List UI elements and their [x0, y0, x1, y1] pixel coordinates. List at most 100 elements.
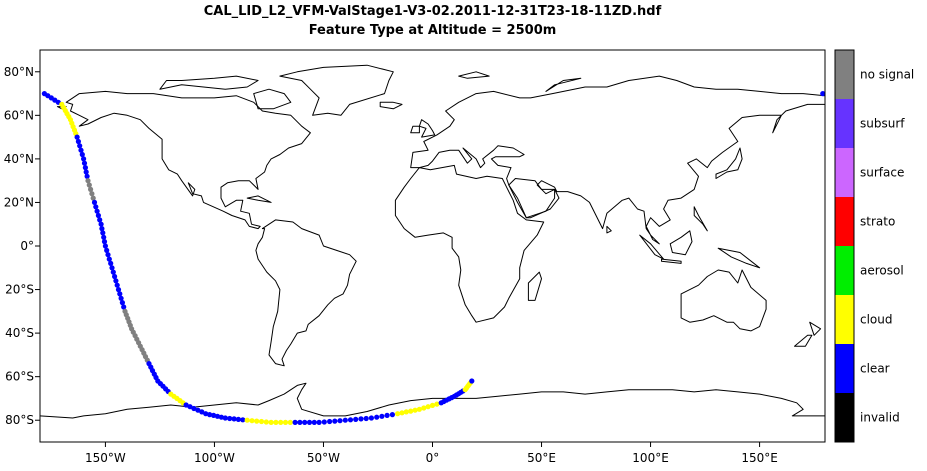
- indonesia-java-outline: [661, 258, 682, 264]
- x-tick-label: 100°E: [632, 451, 669, 465]
- track-point: [90, 195, 96, 201]
- track-point: [408, 408, 414, 414]
- track-point: [227, 415, 233, 422]
- legend-label: subsurf: [860, 117, 905, 131]
- x-tick-label: 50°E: [527, 451, 556, 465]
- track-point: [110, 269, 116, 275]
- ireland-outline: [410, 125, 420, 134]
- track-point: [101, 234, 107, 240]
- track-point: [85, 178, 91, 184]
- track-point: [282, 419, 289, 425]
- track-point: [119, 300, 125, 306]
- new-zealand-outline: [794, 334, 813, 347]
- satellite-track: [41, 91, 826, 425]
- track-point: [77, 143, 83, 149]
- x-tick-label: 100°W: [194, 451, 235, 465]
- y-tick-label: 80°N: [4, 65, 34, 79]
- novaya-zemlya-outline: [545, 77, 582, 92]
- madagascar-outline: [527, 271, 542, 301]
- legend-label: invalid: [860, 411, 900, 425]
- track-point: [302, 419, 308, 425]
- x-axis: 150°W 100°W 50°W 0° 50°E 100°E 150°E: [85, 442, 778, 465]
- uk-outline: [418, 119, 436, 138]
- track-point: [311, 419, 317, 425]
- track-point: [358, 416, 364, 422]
- track-point: [93, 204, 99, 210]
- y-tick-label: 20°S: [5, 283, 34, 297]
- x-tick-label: 150°W: [85, 451, 126, 465]
- track-point: [263, 419, 269, 425]
- map-subtitle: Feature Type at Altitude = 2500m: [308, 23, 557, 38]
- track-point: [820, 91, 826, 97]
- map-title: CAL_LID_L2_VFM-ValStage1-V3-02.2011-12-3…: [203, 4, 662, 19]
- y-axis: 80°N 60°N 40°N 20°N 0° 20°S 40°S 60°S 80°S: [4, 65, 40, 427]
- track-point: [89, 191, 95, 197]
- legend-label: strato: [860, 215, 895, 229]
- track-point: [113, 278, 119, 284]
- track-point: [363, 415, 369, 422]
- cuba-outline: [246, 195, 272, 203]
- track-point: [469, 378, 475, 384]
- track-point: [273, 419, 279, 425]
- legend-swatch: [835, 99, 854, 148]
- track-point: [191, 405, 197, 412]
- y-tick-label: 0°: [20, 239, 34, 253]
- track-point: [100, 230, 106, 236]
- track-point: [249, 418, 255, 424]
- track-point: [399, 410, 405, 416]
- arabia-outline: [508, 178, 556, 219]
- philippines-outline: [693, 206, 708, 232]
- track-point: [297, 419, 303, 425]
- track-point: [374, 414, 380, 420]
- legend-swatch: [835, 246, 854, 295]
- track-point: [91, 199, 98, 205]
- legend-label: aerosol: [860, 264, 904, 278]
- track-point: [117, 291, 123, 297]
- y-tick-label: 60°S: [5, 370, 34, 384]
- track-point: [421, 405, 427, 411]
- track-point: [306, 419, 313, 425]
- track-point: [112, 273, 118, 280]
- track-point: [199, 409, 205, 415]
- track-point: [240, 417, 246, 423]
- track-point: [368, 415, 374, 421]
- track-point: [278, 419, 284, 425]
- track-point: [106, 256, 112, 262]
- x-tick-label: 50°W: [307, 451, 340, 465]
- legend-swatch: [835, 50, 854, 99]
- sri-lanka-outline: [606, 225, 612, 234]
- svalbard-outline: [458, 71, 490, 79]
- track-point: [203, 411, 209, 417]
- africa-outline: [394, 164, 545, 323]
- legend-swatch: [835, 344, 854, 393]
- australia-outline: [680, 269, 767, 332]
- track-point: [316, 419, 322, 425]
- track-point: [109, 265, 115, 271]
- track-point: [395, 411, 401, 417]
- track-point: [74, 134, 80, 140]
- track-point: [83, 169, 89, 175]
- track-point: [75, 138, 81, 145]
- track-point: [429, 402, 436, 408]
- legend-swatch: [835, 148, 854, 197]
- track-point: [211, 412, 217, 418]
- y-tick-label: 40°S: [5, 326, 34, 340]
- baffin-island-outline: [253, 88, 292, 110]
- track-point: [104, 247, 110, 253]
- track-point: [108, 260, 114, 266]
- legend-label: clear: [860, 362, 890, 376]
- new-guinea-outline: [717, 247, 761, 269]
- track-point: [389, 412, 395, 418]
- track-point: [187, 404, 193, 410]
- track-point: [214, 413, 221, 419]
- track-point: [379, 413, 385, 419]
- track-point: [384, 412, 390, 418]
- coastlines: [39, 64, 826, 419]
- track-point: [222, 415, 228, 421]
- track-point: [337, 418, 343, 424]
- track-point: [258, 418, 265, 425]
- track-point: [102, 243, 108, 249]
- track-point: [195, 407, 201, 413]
- borneo-outline: [669, 230, 693, 256]
